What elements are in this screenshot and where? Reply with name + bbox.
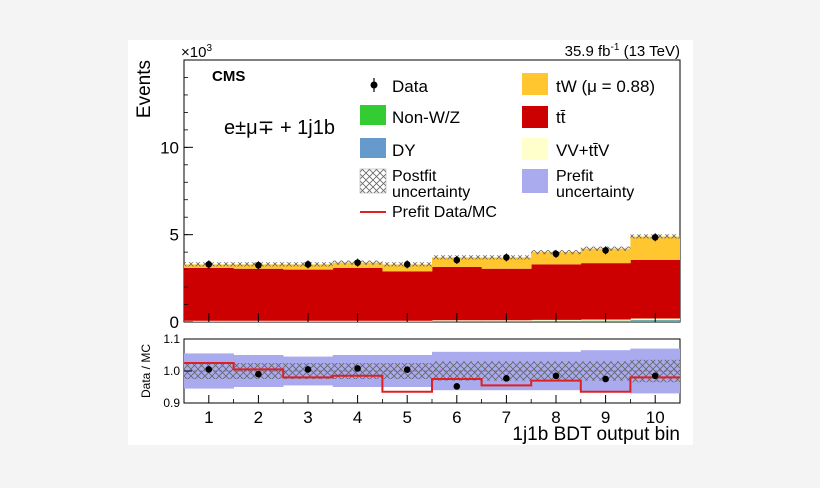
ratio-point-bin-9 [602, 375, 609, 383]
prefit-ratio-line [184, 362, 680, 393]
legend-prefit-label: Prefit [556, 168, 594, 185]
ratio-point-bin-5 [403, 366, 411, 374]
data-point-bin-7 [503, 254, 510, 261]
x-tick-label: 9 [601, 408, 610, 427]
y-tick-label: 10 [160, 138, 179, 157]
legend-postfit-swatch [359, 168, 387, 194]
x-tick-label: 1 [204, 408, 213, 427]
stack-bar-4-bin-3 [283, 269, 334, 321]
stack-bar-4-bin-7 [481, 268, 532, 321]
x-tick-label: 6 [452, 408, 461, 427]
data-point-bin-2 [255, 261, 262, 269]
legend-dy-label: DY [392, 141, 416, 160]
exponent-label: ×103 [181, 43, 212, 61]
x-tick-label: 3 [303, 408, 312, 427]
x-tick-label: 2 [254, 408, 263, 427]
cms-figure: ×103 35.9 fb-1 (13 TeV) 0 5 10 0.9 1.0 1.1 1 2 3… [134, 42, 681, 445]
legend-postfit-label: Postfit [392, 168, 437, 185]
data-point-bin-3 [304, 261, 312, 268]
legend-ttbar-label: tt̄ [556, 108, 566, 127]
legend-prefit-label-2: uncertainty [556, 184, 634, 201]
data-point-bin-8 [552, 250, 560, 258]
figure-panel: ×103 35.9 fb-1 (13 TeV) 0 5 10 0.9 1.0 1.1 1 2 3… [128, 40, 693, 445]
legend-data-label: Data [392, 77, 428, 96]
ratio-point-bin-10 [651, 372, 659, 380]
stack-bar-4-bin-2 [233, 268, 284, 321]
ratio-y-tick-label: 1.1 [163, 332, 180, 346]
ratio-y-tick-label: 0.9 [163, 396, 180, 410]
legend-nonwz-swatch [360, 105, 386, 125]
stack-bar-5-bin-9 [580, 248, 631, 264]
ratio-point-bin-3 [304, 366, 312, 373]
data-points [205, 233, 659, 270]
y-tick-label: 5 [170, 226, 179, 245]
stack-bar-5-bin-10 [630, 236, 680, 260]
axis-ticks: 0 5 10 0.9 1.0 1.1 1 2 3 4 5 6 7 8 9 10 [160, 59, 665, 427]
stack-bar-4-bin-4 [332, 267, 383, 321]
x-tick-label: 10 [646, 408, 665, 427]
legend-prefit-line-label: Prefit Data/MC [392, 204, 497, 221]
legend-vv-swatch [522, 138, 548, 160]
y-axis-label: Events [134, 60, 155, 118]
stack-bar-4-bin-8 [531, 264, 582, 320]
x-tick-label: 7 [502, 408, 511, 427]
stack-bar-4-bin-10 [630, 259, 680, 319]
data-point-bin-6 [453, 256, 461, 264]
legend-dy-swatch [360, 138, 386, 158]
x-tick-label: 8 [551, 408, 560, 427]
x-axis-label: 1j1b BDT output bin [512, 424, 680, 445]
ratio-point-bin-8 [552, 372, 560, 380]
legend-prefit-swatch [522, 169, 548, 193]
ratio-point-bin-4 [354, 365, 361, 372]
ratio-points [205, 365, 659, 390]
y-tick-label: 0 [170, 313, 179, 332]
legend-vv-label: VV+tt̄V [556, 141, 610, 160]
data-point-bin-10 [651, 233, 659, 241]
data-point-bin-4 [354, 259, 361, 266]
ratio-point-bin-1 [205, 366, 213, 373]
legend-tw-swatch [522, 73, 548, 95]
data-point-bin-5 [403, 261, 411, 268]
stack-bar-4-bin-5 [382, 271, 433, 321]
ratio-point-bin-6 [453, 383, 461, 390]
stack-bar-4-bin-1 [184, 267, 234, 321]
stack-bar-4-bin-9 [580, 263, 631, 320]
data-point-bin-1 [205, 261, 213, 268]
stack-bar-5-bin-8 [531, 252, 582, 265]
ratio-point-bin-2 [255, 370, 262, 378]
x-tick-label: 5 [402, 408, 411, 427]
ratio-y-axis-label: Data / MC [139, 344, 153, 398]
data-point-bin-9 [602, 247, 609, 254]
ratio-y-tick-label: 1.0 [163, 364, 180, 378]
x-tick-label: 4 [353, 408, 362, 427]
luminosity-label: 35.9 fb-1 (13 TeV) [565, 42, 680, 60]
legend-nonwz-label: Non-W/Z [392, 108, 460, 127]
legend-tw-label: tW (μ = 0.88) [556, 77, 655, 96]
stack-bar-5-bin-7 [481, 257, 532, 269]
stack-bar-4-bin-6 [432, 266, 482, 321]
legend-data-marker [370, 81, 378, 89]
legend-ttbar-swatch [522, 106, 548, 128]
cms-label: CMS [212, 68, 245, 85]
legend-postfit-label-2: uncertainty [392, 184, 470, 201]
ratio-point-bin-7 [503, 375, 510, 382]
channel-label: e±μ∓ + 1j1b [224, 117, 335, 139]
